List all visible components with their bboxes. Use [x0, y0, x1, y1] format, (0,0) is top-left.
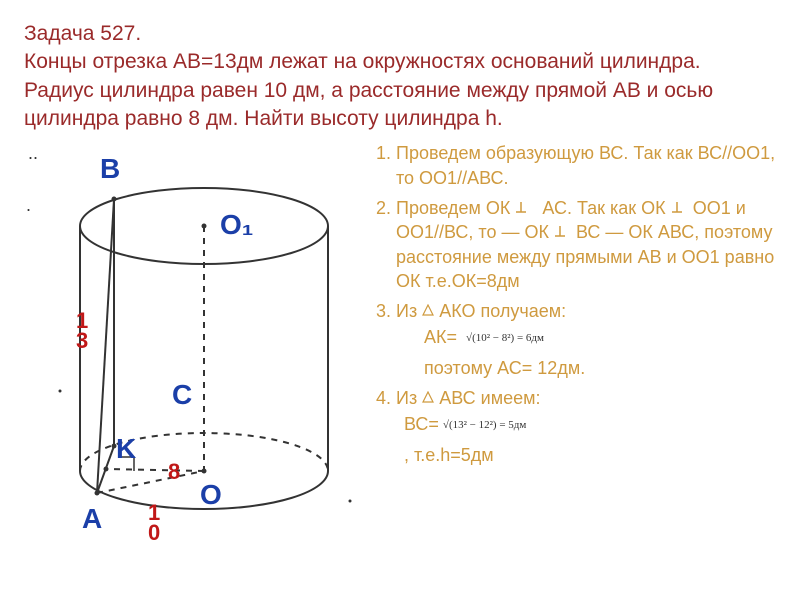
step4-h: , т.е.h=5дм: [376, 443, 776, 467]
formula-2: √(13² − 12²) = 5дм: [439, 418, 530, 433]
triangle-icon: [422, 391, 434, 403]
solution-step-3: Из АКО получаем: АК= √(10² − 8²) = 6дм п…: [396, 299, 776, 380]
triangle-icon: [422, 304, 434, 316]
title-line-1: Задача 527.: [24, 22, 141, 45]
perp-icon: [554, 225, 566, 237]
step3a: Из: [396, 301, 417, 321]
solution-step-2: Проведем ОК АС. Так как ОК ОО1 и ОО1//ВС…: [396, 196, 776, 293]
ak-label: АК=: [424, 327, 457, 347]
label-C: C: [172, 379, 192, 411]
step3b: АКО получаем:: [439, 301, 566, 321]
content-row: .. .: [24, 141, 776, 580]
problem-title: Задача 527. Концы отрезка АВ=13дм лежат …: [24, 20, 776, 133]
label-O: O: [200, 479, 222, 511]
perp-icon: [515, 201, 527, 213]
label-O1: O₁: [220, 209, 253, 241]
diagram-column: .. .: [24, 141, 364, 580]
perp-icon: [671, 201, 683, 213]
label-B: B: [100, 153, 120, 185]
label-K: K: [116, 433, 136, 465]
formula-1: √(10² − 8²) = 6дм: [462, 331, 548, 346]
step4b: АВС имеем:: [439, 388, 540, 408]
step3-ac: поэтому АС= 12дм.: [396, 356, 776, 380]
step4-bc: ВС=√(13² − 12²) = 5дм: [376, 412, 776, 436]
solution-step-1: Проведем образующую ВС. Так как ВС//ОО1,…: [396, 141, 776, 190]
bc-label: ВС=: [404, 414, 439, 434]
solution-column: Проведем образующую ВС. Так как ВС//ОО1,…: [372, 141, 776, 580]
label-10: 10: [148, 503, 160, 543]
step2b: АС. Так как ОК: [542, 198, 665, 218]
label-A: A: [82, 503, 102, 535]
solution-step-4: 4. Из АВС имеем: ВС=√(13² − 12²) = 5дм ,…: [372, 386, 776, 467]
cylinder-diagram: [24, 141, 364, 571]
step3-ak: АК= √(10² − 8²) = 6дм: [396, 325, 776, 349]
step4a: 4. Из: [376, 388, 417, 408]
title-line-2: Концы отрезка АВ=13дм лежат на окружност…: [24, 50, 713, 130]
step1-text: Проведем образующую ВС. Так как ВС//ОО1,…: [396, 143, 775, 187]
label-8: 8: [168, 459, 180, 485]
step2a: Проведем ОК: [396, 198, 510, 218]
decorative-dot: .: [26, 195, 31, 216]
label-13: 13: [76, 311, 88, 351]
decorative-dots: ..: [28, 143, 38, 164]
